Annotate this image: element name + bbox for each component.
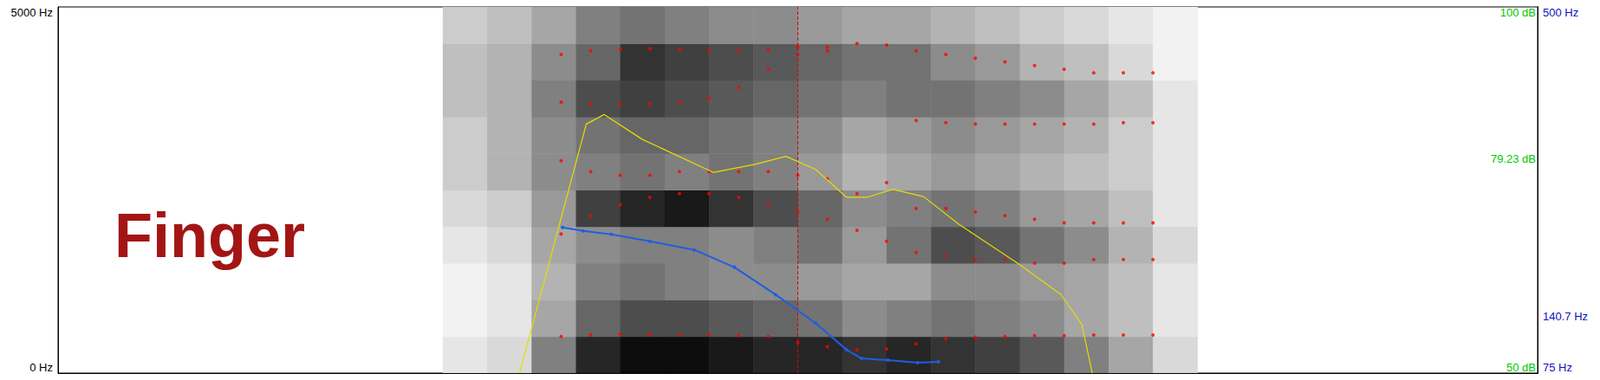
- svg-text:0 Hz: 0 Hz: [29, 361, 53, 375]
- svg-text:100 dB: 100 dB: [1500, 6, 1536, 20]
- svg-text:75 Hz: 75 Hz: [1542, 361, 1573, 375]
- svg-text:5000 Hz: 5000 Hz: [11, 6, 53, 20]
- svg-text:500 Hz: 500 Hz: [1542, 6, 1579, 20]
- svg-text:50 dB: 50 dB: [1506, 361, 1536, 375]
- svg-text:Finger: Finger: [114, 201, 306, 271]
- svg-text:79.23 dB: 79.23 dB: [1490, 152, 1536, 166]
- svg-text:140.7 Hz: 140.7 Hz: [1542, 310, 1588, 324]
